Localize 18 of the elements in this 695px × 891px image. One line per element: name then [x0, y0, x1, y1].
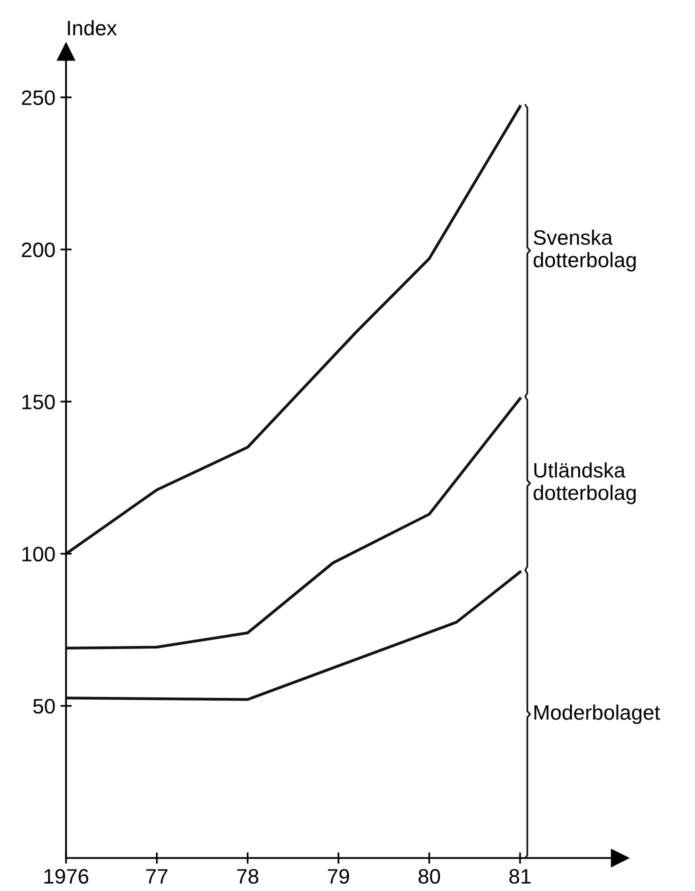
y-axis-title: Index [68, 20, 117, 36]
y-tick-label: 200 [22, 242, 55, 258]
x-tick-label: 79 [328, 869, 350, 884]
x-tick-label: 77 [146, 869, 168, 884]
y-tick-label: 250 [22, 90, 55, 106]
x-tick-label: 81 [509, 869, 531, 884]
text: Utländska dotterbolag [534, 462, 636, 504]
x-tick-label: 78 [237, 869, 258, 884]
y-tick-label: 150 [22, 394, 55, 410]
line-series [66, 570, 522, 701]
y-tick-label: 50 [33, 698, 55, 714]
x-tick-label: 1976 [44, 869, 88, 884]
line-series [66, 397, 522, 650]
text: Moderbolaget [534, 704, 660, 724]
line-series [66, 105, 522, 556]
y-tick-label: 100 [22, 546, 55, 562]
text: Svenska dotterbolag [534, 230, 636, 272]
x-tick-label: 80 [418, 869, 440, 884]
